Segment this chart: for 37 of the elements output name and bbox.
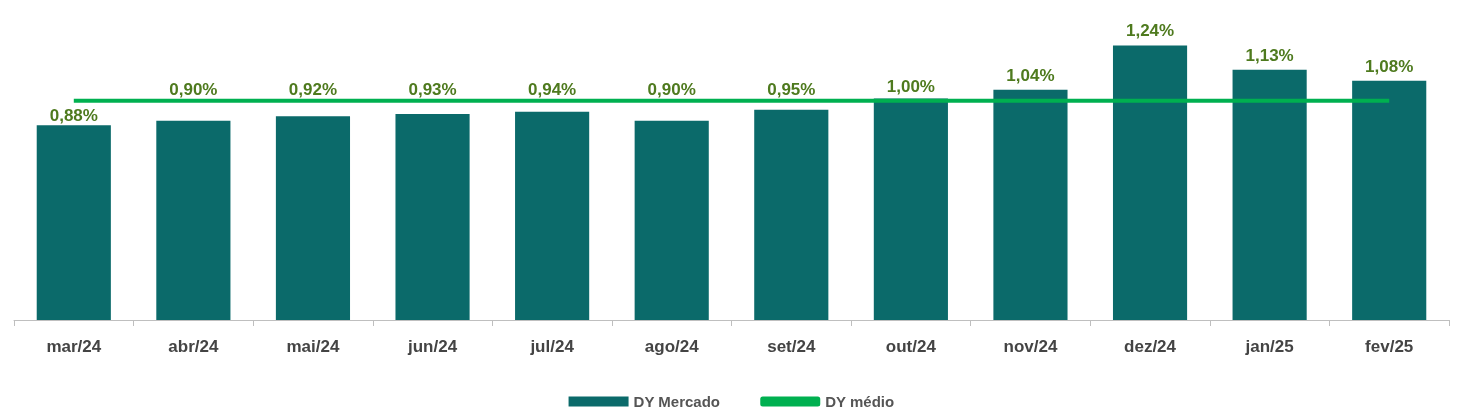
bar: [754, 109, 829, 320]
data-label: 0,94%: [528, 79, 577, 99]
data-label: 0,90%: [647, 79, 696, 99]
data-label: 0,92%: [288, 79, 338, 99]
x-tick-label: abr/24: [168, 337, 219, 356]
data-label: 1,00%: [886, 76, 935, 96]
bar: [275, 116, 351, 320]
data-label: 1,24%: [1125, 21, 1175, 41]
x-tick-label: ago/24: [644, 337, 700, 356]
bar: [1112, 45, 1188, 320]
data-label: 0,95%: [767, 79, 816, 99]
data-label: 0,90%: [169, 79, 218, 99]
x-tick-label: fev/25: [1365, 337, 1414, 356]
x-tick-label: mai/24: [286, 337, 340, 356]
x-tick-label: jul/24: [529, 337, 575, 356]
bar: [36, 125, 111, 320]
x-tick-label: jun/24: [406, 337, 458, 356]
bar: [634, 120, 709, 320]
data-label: 1,13%: [1245, 45, 1294, 65]
x-tick-label: mar/24: [46, 337, 102, 356]
x-tick-label: jan/25: [1244, 337, 1294, 356]
bar: [1232, 69, 1307, 320]
x-tick-label: dez/24: [1124, 337, 1177, 356]
bar: [1352, 80, 1427, 320]
x-tick-label: out/24: [885, 337, 937, 356]
legend-label: DY médio: [825, 393, 895, 410]
legend-label: DY Mercado: [633, 393, 720, 410]
bar: [156, 120, 231, 320]
data-label: 1,04%: [1006, 65, 1055, 85]
data-label: 0,93%: [408, 79, 457, 99]
x-tick-label: nov/24: [1003, 337, 1058, 356]
data-label: 0,88%: [49, 106, 98, 126]
bar: [395, 114, 470, 320]
x-tick-label: set/24: [767, 337, 816, 356]
data-label: 1,08%: [1365, 56, 1414, 76]
bar: [515, 111, 590, 320]
bar: [993, 89, 1068, 320]
